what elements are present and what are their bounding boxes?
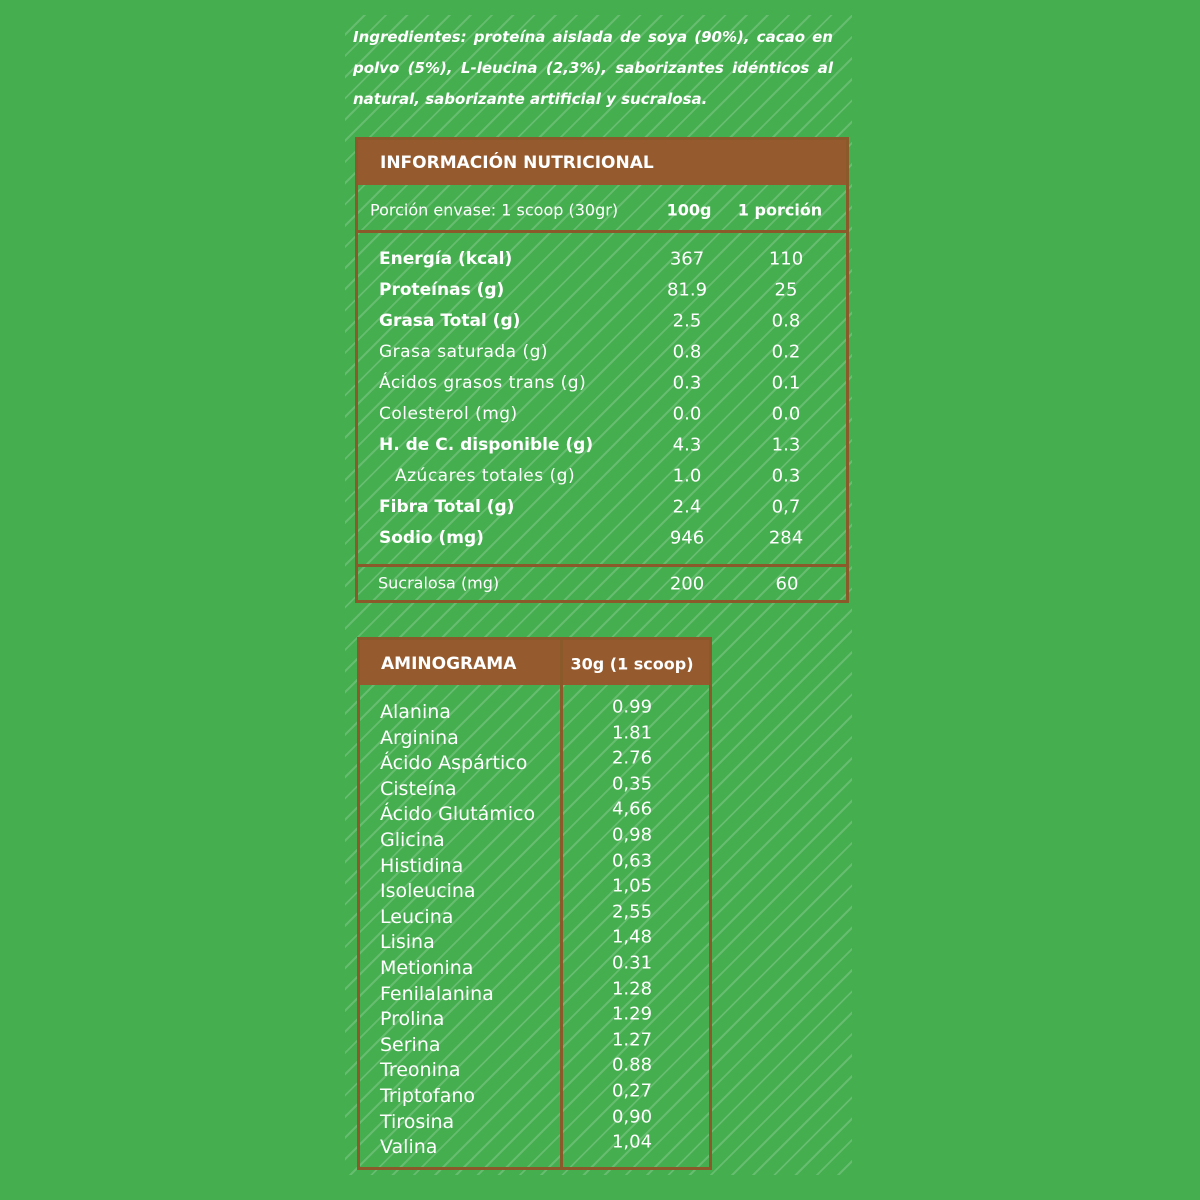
amino-name: Treonina: [380, 1059, 461, 1082]
nutrient-value: 110: [768, 248, 804, 270]
amino-value: 0.88: [611, 1054, 653, 1076]
aminogram-title: AMINOGRAMA: [381, 654, 517, 674]
nutrition-header-bar: [355, 137, 849, 185]
nutrient-name: Grasa Total (g): [379, 311, 521, 331]
nutrient-value: 367: [669, 248, 705, 270]
nutrient-value: 1.0: [672, 465, 702, 487]
amino-value: 1.81: [611, 722, 653, 744]
amino-value: 1.28: [611, 978, 653, 1000]
amino-value: 0,90: [611, 1106, 653, 1128]
amino-name: Valina: [380, 1136, 438, 1159]
nutrient-value: 4.3: [672, 434, 702, 456]
nutrient-name: Sucralosa (mg): [378, 573, 500, 593]
nutrient-value: 2.5: [672, 310, 702, 332]
nutrient-name: Colesterol (mg): [379, 404, 518, 424]
nutrient-value: 25: [774, 279, 798, 301]
amino-value: 0.99: [611, 696, 653, 718]
amino-value: 1,04: [611, 1131, 653, 1153]
col-header: 1 porción: [737, 200, 823, 220]
nutrient-name: Grasa saturada (g): [379, 342, 549, 362]
aminogram-box: [357, 637, 712, 1170]
col-header: 100g: [666, 200, 712, 220]
nutrient-name: Sodio (mg): [379, 528, 484, 548]
amino-name: Triptofano: [380, 1085, 476, 1107]
amino-name: Fenilalanina: [380, 982, 494, 1005]
ingredients: Ingredientes: proteína aislada de soya (…: [353, 28, 833, 108]
amino-value: 1.29: [611, 1003, 653, 1025]
serving-label: Porción envase: 1 scoop (30gr): [370, 200, 619, 220]
nutrient-value: 946: [669, 527, 705, 549]
amino-name: Isoleucina: [380, 880, 476, 903]
amino-value: 2.76: [611, 747, 653, 769]
amino-value: 1,05: [611, 875, 653, 897]
nutrient-value: 0.0: [672, 403, 702, 425]
sucralose-box: [355, 564, 849, 603]
amino-name: Ácido Aspártico: [380, 752, 528, 775]
nutrient-value: 0.2: [771, 341, 801, 363]
amino-name: Tirosina: [380, 1110, 455, 1133]
aminogram-header-bar: [357, 637, 712, 685]
nutrient-value: 2.4: [672, 496, 702, 518]
striped-panel: [345, 15, 852, 1175]
amino-value: 0,27: [611, 1080, 653, 1102]
amino-name: Ácido Glutámico: [380, 803, 536, 826]
amino-name: Prolina: [380, 1008, 445, 1031]
amino-value: 0,63: [611, 850, 653, 872]
nutrient-value: 1.3: [771, 434, 801, 456]
amino-value: 2,55: [611, 901, 653, 923]
amino-name: Serina: [380, 1033, 441, 1056]
amino-value: 0,35: [611, 773, 653, 795]
nutrient-value: 0.0: [771, 403, 801, 425]
nutrient-value: 200: [669, 573, 705, 595]
column-divider: [560, 637, 563, 1170]
amino-name: Lisina: [380, 931, 435, 954]
nutrient-name: Proteínas (g): [379, 280, 505, 300]
nutrient-value: 0.1: [771, 372, 801, 394]
nutrient-name: Ácidos grasos trans (g): [379, 373, 587, 393]
amino-value: 4,66: [611, 798, 653, 820]
nutrient-name: Azúcares totales (g): [395, 466, 576, 486]
nutrient-value: 0.8: [672, 341, 702, 363]
amino-name: Alanina: [380, 701, 451, 723]
nutrient-value: 0.3: [771, 465, 801, 487]
amino-name: Glicina: [380, 829, 445, 851]
nutrient-name: Fibra Total (g): [379, 497, 515, 517]
amino-value: 0,98: [611, 824, 653, 846]
nutrient-value: 0.8: [771, 310, 801, 332]
amino-value: 1.27: [611, 1029, 653, 1051]
nutrient-name: H. de C. disponible (g): [379, 435, 594, 455]
nutrition-title: INFORMACIÓN NUTRICIONAL: [380, 153, 654, 173]
nutrient-value: 60: [775, 573, 799, 595]
aminogram-column: 30g (1 scoop): [570, 654, 694, 674]
nutrient-value: 81.9: [666, 279, 708, 301]
amino-value: 0.31: [611, 952, 653, 974]
nutrient-value: 0.3: [672, 372, 702, 394]
amino-name: Arginina: [380, 726, 459, 749]
nutrient-value: 0,7: [771, 496, 801, 518]
amino-name: Metionina: [380, 957, 474, 979]
nutrient-value: 284: [768, 527, 804, 549]
amino-value: 1,48: [611, 926, 653, 948]
amino-name: Leucina: [380, 905, 454, 928]
amino-name: Cisteína: [380, 777, 457, 800]
nutrient-name: Energía (kcal): [379, 249, 513, 269]
amino-name: Histidina: [380, 854, 464, 877]
